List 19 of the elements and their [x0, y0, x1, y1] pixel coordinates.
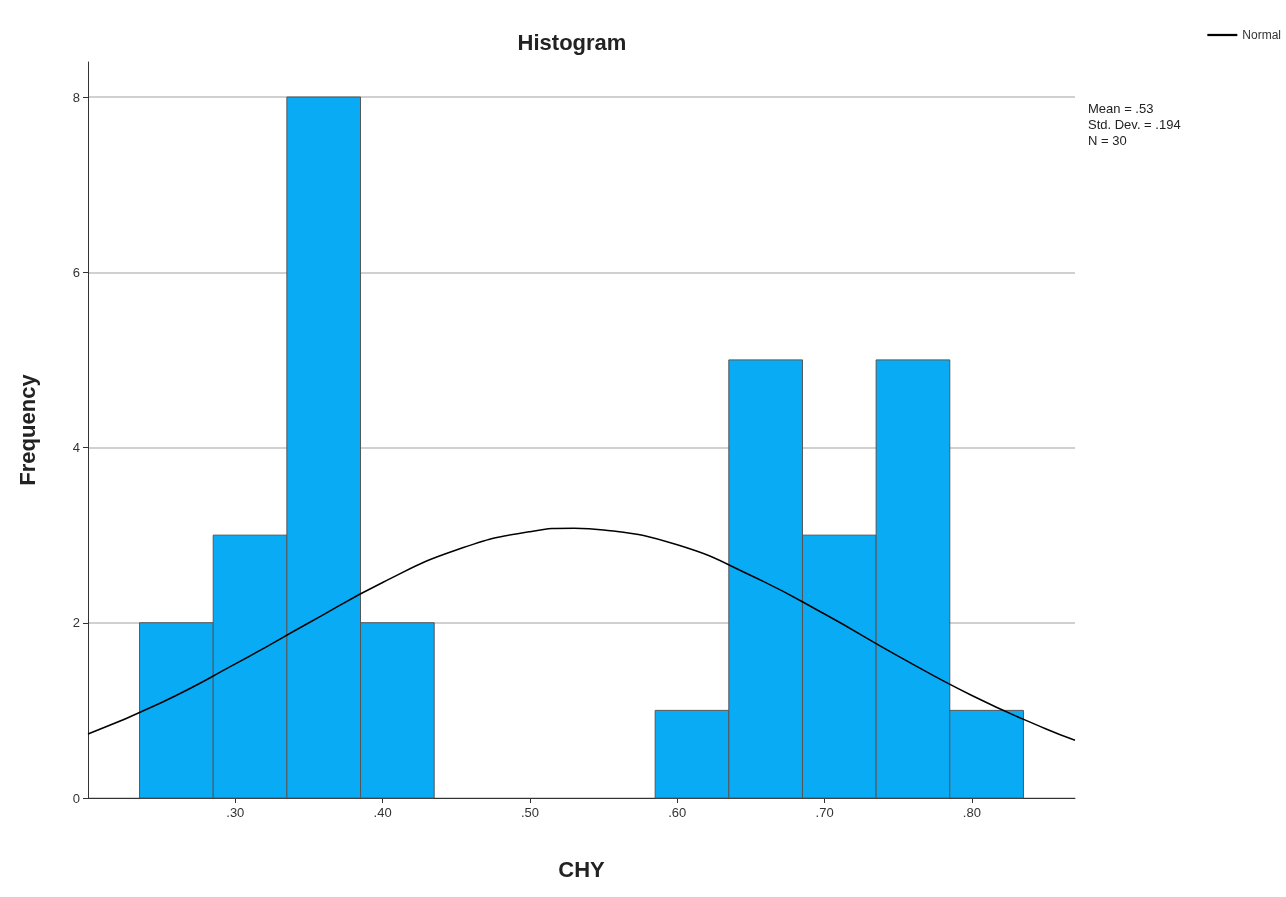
legend-label: Normal — [1242, 28, 1281, 42]
text: N = 30 — [1088, 133, 1127, 148]
x-tick-label: .50 — [520, 805, 539, 820]
x-tick-label: .30 — [226, 805, 245, 820]
y-tick-label: 8 — [72, 89, 80, 105]
x-tick-label: .80 — [962, 805, 981, 820]
x-axis-title: CHY — [558, 856, 606, 882]
y-tick-label: 0 — [72, 790, 80, 806]
text: Std. Dev. = .194 — [1088, 117, 1181, 132]
x-tick-label: .60 — [668, 805, 687, 820]
x-tick-label: .70 — [815, 805, 834, 820]
y-tick-label: 2 — [72, 615, 80, 631]
x-tick-label: .40 — [373, 805, 392, 820]
text: Mean = .53 — [1088, 101, 1154, 116]
chart-title: Histogram — [517, 29, 627, 55]
y-tick-label: 4 — [72, 440, 80, 456]
y-tick-label: 6 — [72, 264, 80, 280]
y-axis-title: Frequency — [14, 373, 40, 486]
line-series — [87, 527, 1076, 741]
